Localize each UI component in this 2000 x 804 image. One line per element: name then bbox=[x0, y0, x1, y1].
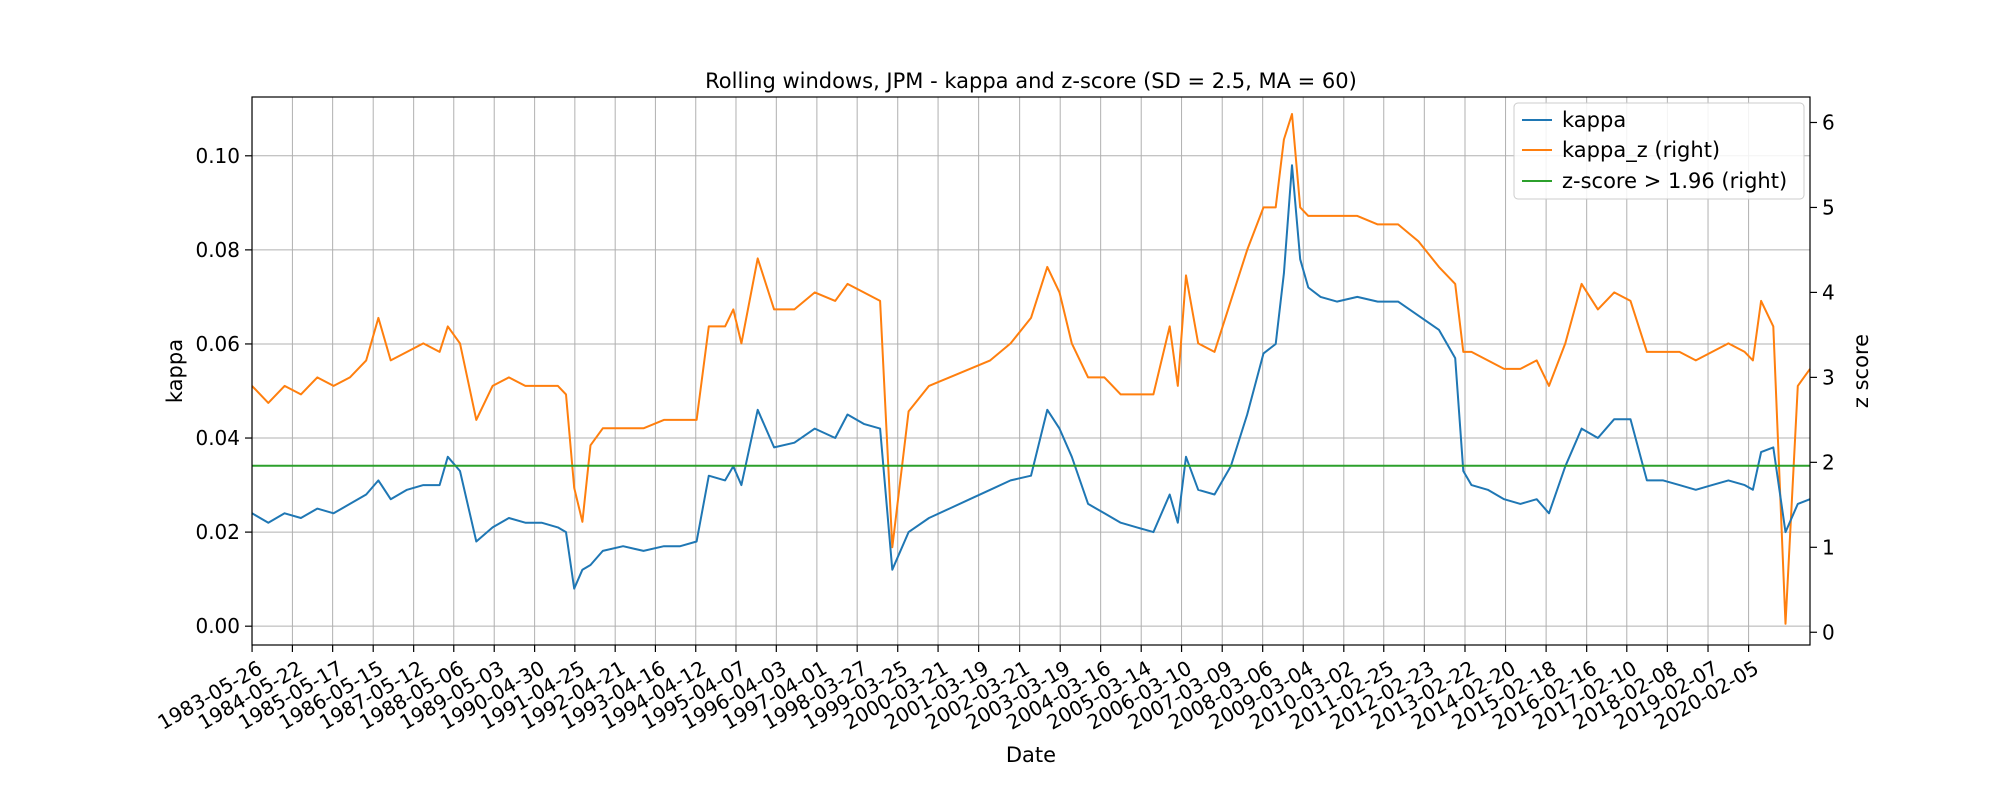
y-tick-label-left: 0.10 bbox=[195, 144, 240, 168]
y-tick-label-right: 0 bbox=[1822, 620, 1835, 644]
y-tick-label-left: 0.06 bbox=[195, 332, 240, 356]
y-tick-label-left: 0.02 bbox=[195, 520, 240, 544]
y-tick-label-right: 6 bbox=[1822, 110, 1835, 134]
y-axis-label-left: kappa bbox=[163, 339, 187, 403]
y-tick-label-right: 3 bbox=[1822, 365, 1835, 389]
legend: kappa kappa_z (right) z-score > 1.96 (ri… bbox=[1513, 102, 1805, 200]
y-axis-label-right: z score bbox=[1849, 334, 1873, 408]
plot-lines bbox=[251, 113, 1811, 625]
legend-box bbox=[1513, 102, 1805, 200]
legend-label-kappa-z: kappa_z (right) bbox=[1562, 138, 1720, 163]
chart-title: Rolling windows, JPM - kappa and z-score… bbox=[705, 69, 1357, 93]
right-axis: 0 1 2 3 4 5 6 bbox=[1810, 110, 1835, 644]
plot-frame bbox=[251, 96, 1811, 646]
left-axis: 0.00 0.02 0.04 0.06 0.08 0.10 bbox=[195, 144, 252, 638]
series-line-kappa bbox=[251, 164, 1811, 590]
legend-label-threshold: z-score > 1.96 (right) bbox=[1562, 169, 1787, 193]
y-tick-label-right: 4 bbox=[1822, 280, 1835, 304]
y-tick-label-right: 5 bbox=[1822, 195, 1835, 219]
series-line-kappa-z bbox=[251, 113, 1811, 625]
grid bbox=[251, 97, 1810, 645]
legend-label-kappa: kappa bbox=[1562, 108, 1626, 132]
y-tick-label-left: 0.08 bbox=[195, 238, 240, 262]
y-tick-label-left: 0.04 bbox=[195, 426, 240, 450]
x-axis: 1983-05-261984-05-221985-05-171986-05-15… bbox=[154, 645, 1763, 735]
y-tick-label-left: 0.00 bbox=[195, 614, 240, 638]
y-tick-label-right: 2 bbox=[1822, 450, 1835, 474]
y-tick-label-right: 1 bbox=[1822, 535, 1835, 559]
x-axis-label: Date bbox=[1006, 743, 1056, 767]
